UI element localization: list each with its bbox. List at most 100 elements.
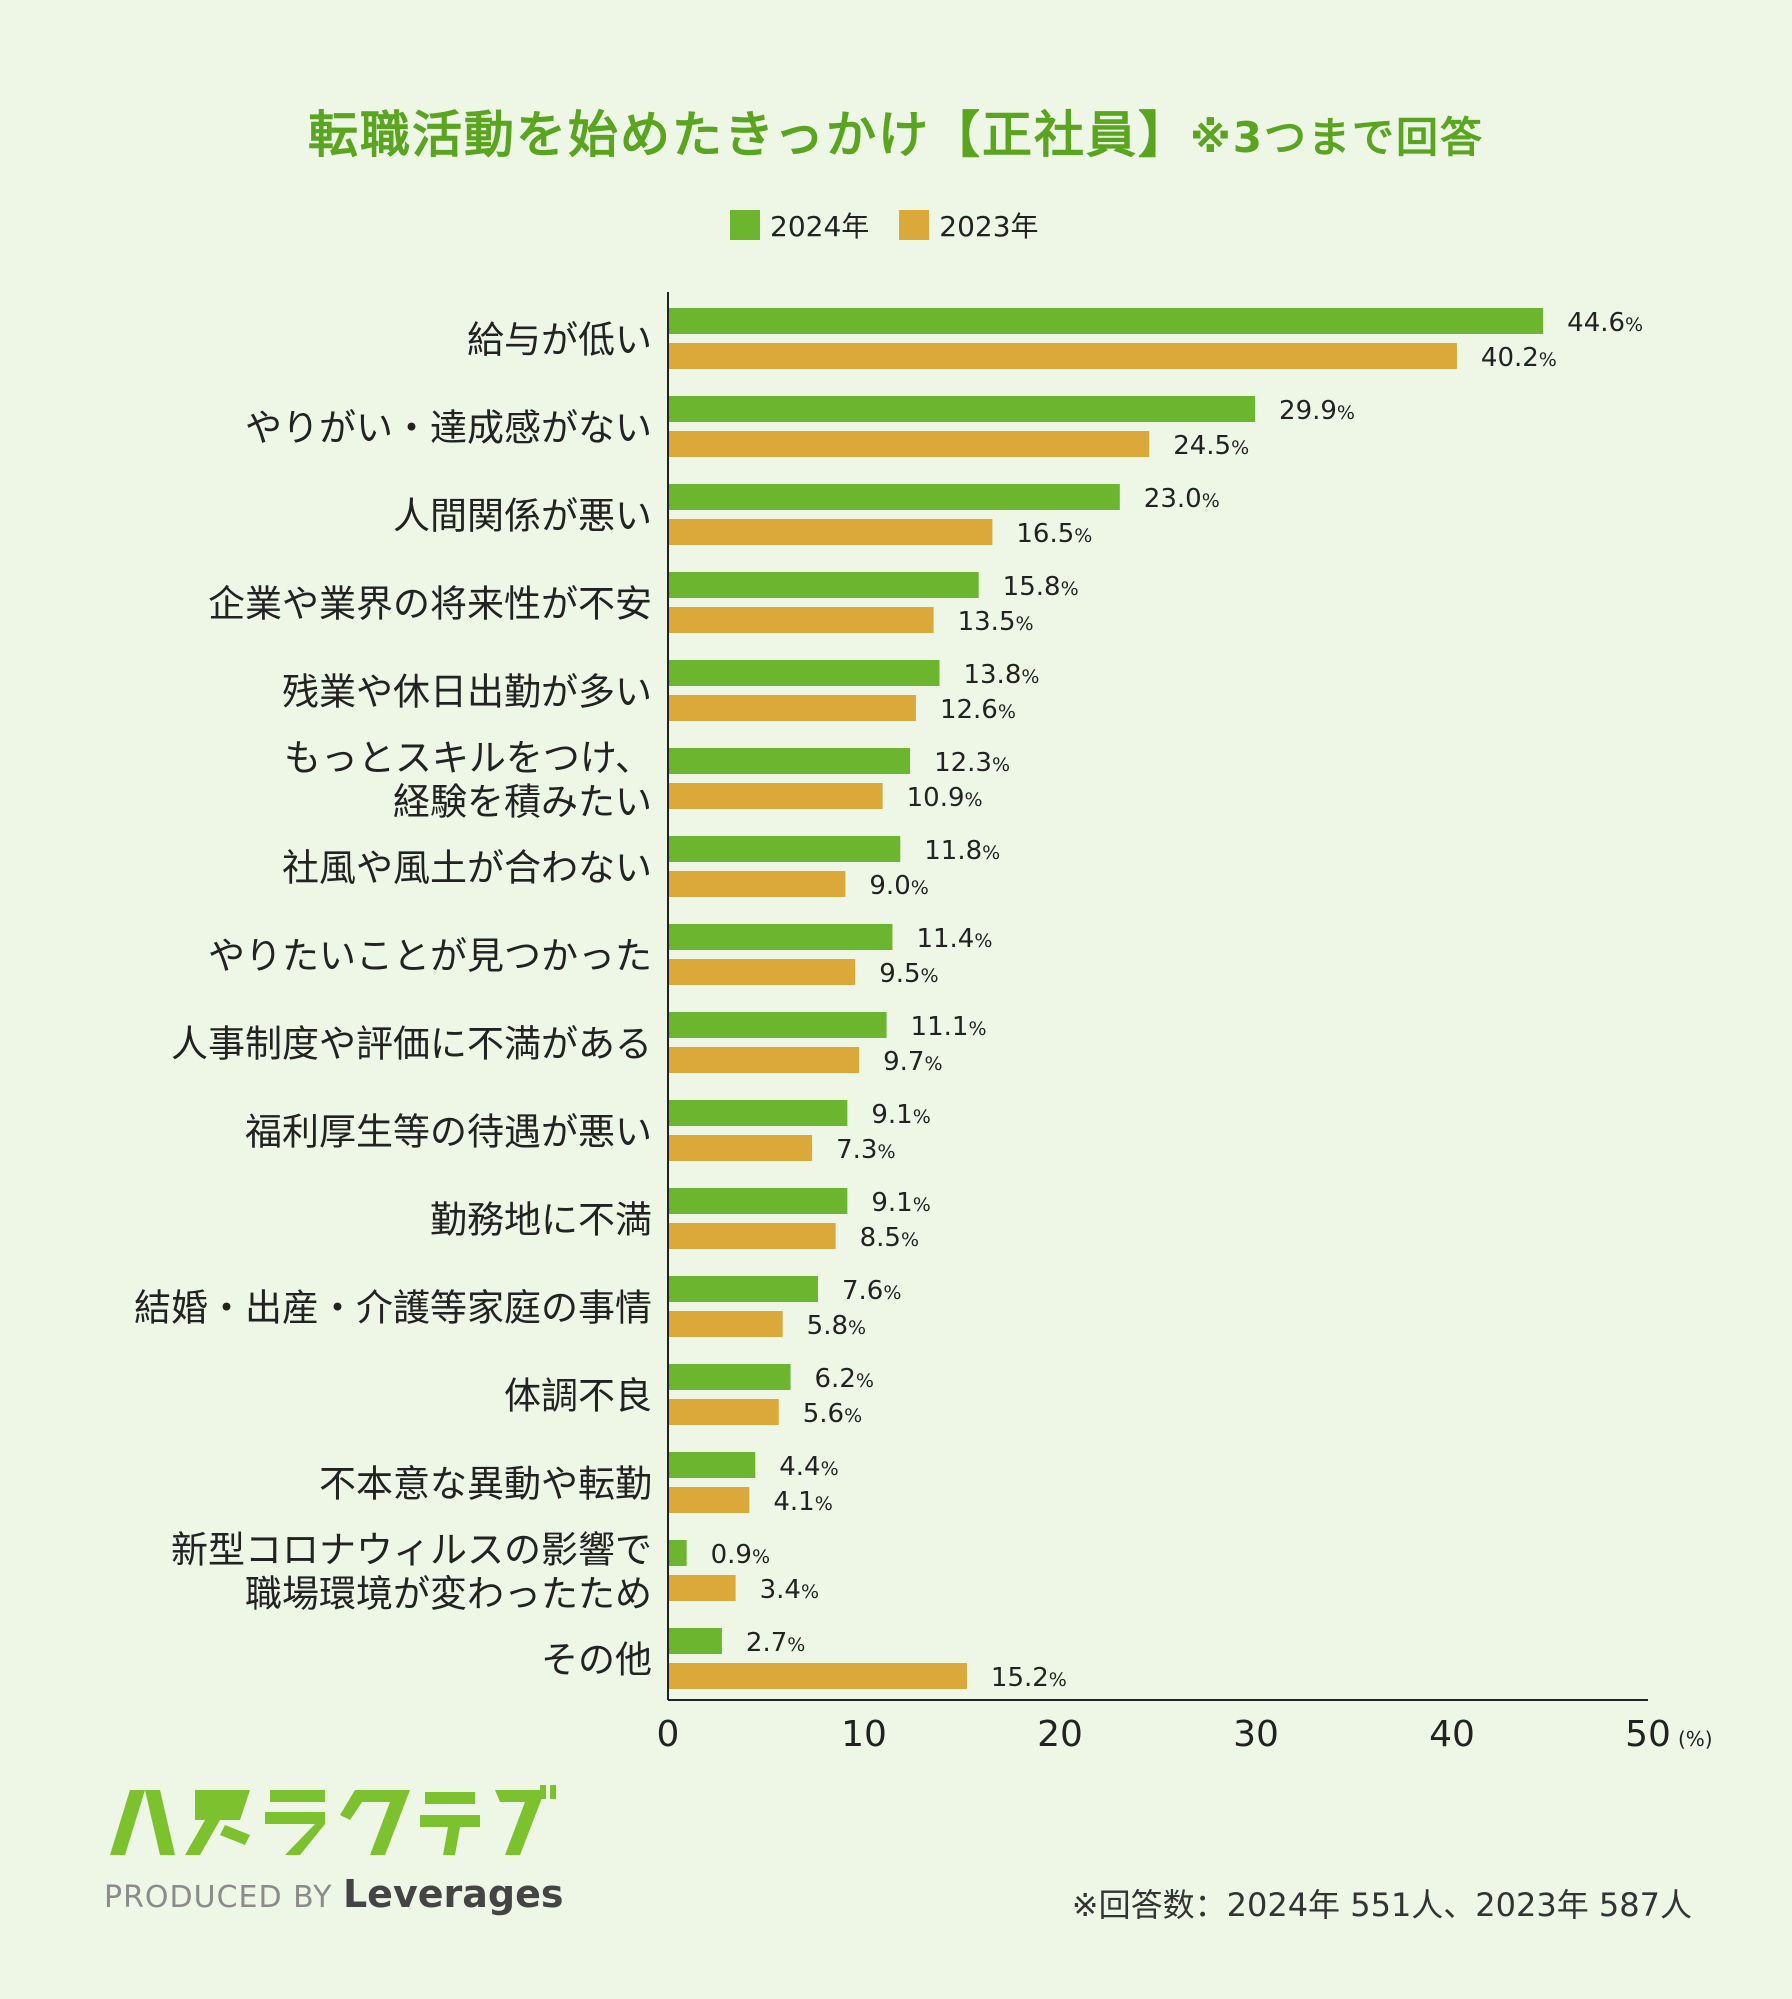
chart-title: 転職活動を始めたきっかけ【正社員】※3つまで回答 <box>0 95 1792 167</box>
value-label-2023: 7.3% <box>836 1135 895 1165</box>
value-label-2023: 5.6% <box>803 1399 862 1429</box>
value-label-2024: 7.6% <box>842 1276 901 1306</box>
legend-label-2024: 2024年 <box>770 210 870 243</box>
bar-2024 <box>669 836 901 862</box>
value-label-2024: 44.6% <box>1567 308 1643 338</box>
value-label-2023: 9.5% <box>879 959 938 989</box>
value-label-2023: 10.9% <box>907 783 983 813</box>
value-label-percent: % <box>848 1317 866 1339</box>
category-label: 勤務地に不満 <box>430 1199 652 1242</box>
bar-2024 <box>669 308 1544 334</box>
category-label: 新型コロナウィルスの影響で職場環境が変わったため <box>171 1529 652 1616</box>
value-label-2023: 15.2% <box>991 1663 1067 1693</box>
bar-2023 <box>669 1223 836 1249</box>
value-label-2023: 13.5% <box>958 607 1034 637</box>
bar-2023 <box>669 607 934 633</box>
value-label-2024: 6.2% <box>815 1364 874 1394</box>
value-label-percent: % <box>1337 402 1355 424</box>
value-label-percent: % <box>856 1370 874 1392</box>
bar-2024 <box>669 924 893 950</box>
x-tick-label: 30 <box>1233 1714 1279 1755</box>
bar-2024 <box>669 1188 848 1214</box>
bar-2023 <box>669 1135 813 1161</box>
bar-2024 <box>669 1452 756 1478</box>
value-label-percent: % <box>1539 349 1557 371</box>
value-label-percent: % <box>913 1194 931 1216</box>
category-label: 残業や休日出勤が多い <box>282 671 652 714</box>
bar-2023 <box>669 1047 860 1073</box>
value-label-percent: % <box>1074 525 1092 547</box>
value-label-2024: 9.1% <box>871 1188 930 1218</box>
category-label-line: もっとスキルをつけ、 <box>284 737 652 780</box>
category-label: 結婚・出産・介護等家庭の事情 <box>134 1287 652 1330</box>
bar-2023 <box>669 959 856 985</box>
value-label-percent: % <box>1061 578 1079 600</box>
bar-2023 <box>669 695 916 721</box>
value-label-2024: 11.8% <box>924 836 1000 866</box>
bar-2024 <box>669 572 979 598</box>
value-label-percent: % <box>921 965 939 987</box>
legend-item-2024: 2024年 <box>730 205 869 245</box>
value-label-2024: 4.4% <box>779 1452 838 1482</box>
value-label-percent: % <box>901 1229 919 1251</box>
bar-2023 <box>669 1487 750 1513</box>
bar-2024 <box>669 484 1120 510</box>
value-label-2024: 15.8% <box>1003 572 1079 602</box>
legend-label-2023: 2023年 <box>939 210 1039 243</box>
category-label: その他 <box>541 1639 652 1682</box>
category-label: 体調不良 <box>504 1375 652 1418</box>
category-label: 給与が低い <box>467 319 652 362</box>
bar-2023 <box>669 1311 783 1337</box>
value-label-2024: 13.8% <box>963 660 1039 690</box>
value-label-percent: % <box>1202 490 1220 512</box>
value-label-2023: 24.5% <box>1173 431 1249 461</box>
produced-by: PRODUCED BY Leverages <box>104 1872 563 1916</box>
value-label-2024: 12.3% <box>934 748 1010 778</box>
respondent-footnote: ※回答数：2024年 551人、2023年 587人 <box>1071 1886 1692 1924</box>
value-label-2024: 11.1% <box>911 1012 987 1042</box>
title-main: 転職活動を始めたきっかけ【正社員】 <box>307 106 1190 164</box>
value-label-percent: % <box>992 754 1010 776</box>
value-label-percent: % <box>877 1141 895 1163</box>
bar-2023 <box>669 1663 967 1689</box>
value-label-2023: 3.4% <box>760 1575 819 1605</box>
category-label: 人事制度や評価に不満がある <box>171 1023 652 1066</box>
value-label-percent: % <box>1015 613 1033 635</box>
legend: 2024年 2023年 <box>730 205 1039 245</box>
value-label-percent: % <box>844 1405 862 1427</box>
category-label: 人間関係が悪い <box>393 495 652 538</box>
brand-logo <box>100 1780 560 1860</box>
category-label-line: 経験を積みたい <box>393 781 652 824</box>
value-label-2023: 12.6% <box>940 695 1016 725</box>
bar-2023 <box>669 871 846 897</box>
category-label: 社風や風土が合わない <box>282 847 652 890</box>
x-axis-unit: (%) <box>1678 1727 1713 1751</box>
value-label-2023: 9.0% <box>869 871 928 901</box>
bar-2024 <box>669 1540 687 1566</box>
bar-2024 <box>669 1364 791 1390</box>
value-label-percent: % <box>998 701 1016 723</box>
bar-2024 <box>669 748 911 774</box>
bar-2023 <box>669 343 1457 369</box>
value-label-percent: % <box>982 842 1000 864</box>
value-label-2024: 23.0% <box>1144 484 1220 514</box>
value-label-percent: % <box>883 1282 901 1304</box>
legend-item-2023: 2023年 <box>899 205 1039 245</box>
value-label-2023: 16.5% <box>1016 519 1092 549</box>
x-tick-label: 20 <box>1037 1714 1083 1755</box>
bar-2023 <box>669 1399 779 1425</box>
legend-swatch-2023 <box>899 210 930 240</box>
value-label-percent: % <box>911 877 929 899</box>
bar-2024 <box>669 1100 848 1126</box>
value-label-2023: 8.5% <box>860 1223 919 1253</box>
value-label-percent: % <box>974 930 992 952</box>
value-label-percent: % <box>815 1493 833 1515</box>
category-label: やりがい・達成感がない <box>245 407 652 450</box>
value-label-percent: % <box>968 1018 986 1040</box>
value-label-percent: % <box>924 1053 942 1075</box>
value-label-percent: % <box>821 1458 839 1480</box>
value-label-percent: % <box>1625 314 1643 336</box>
bar-2024 <box>669 660 940 686</box>
